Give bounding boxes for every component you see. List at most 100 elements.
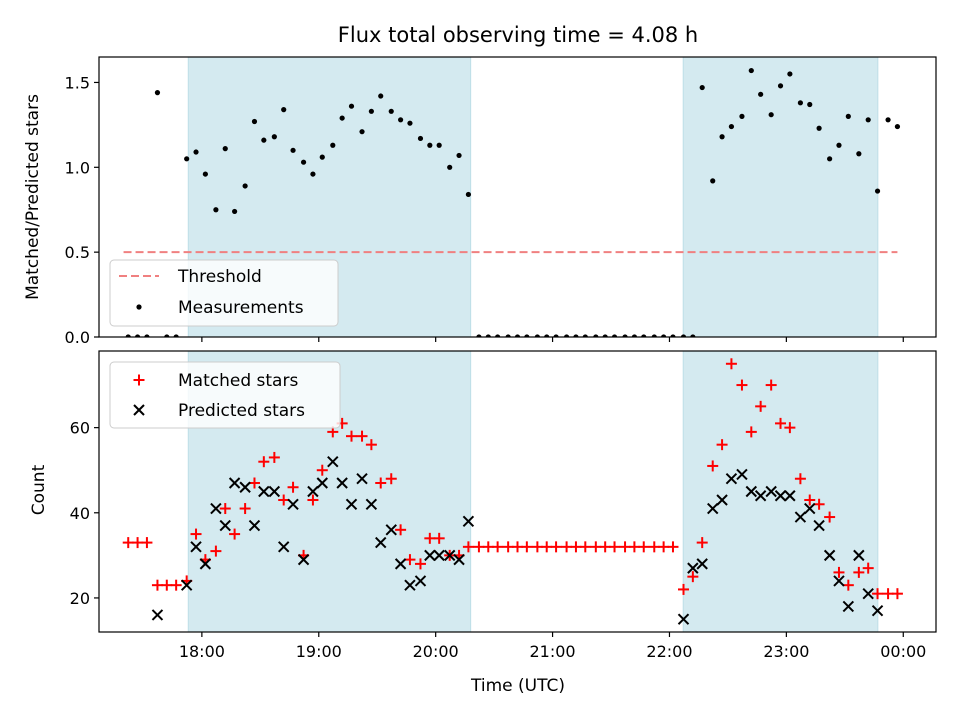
data-point-x <box>375 536 387 549</box>
legend-ratio: Threshold Measurements <box>109 259 339 327</box>
data-point-plus <box>882 588 894 600</box>
data-point-x <box>862 587 874 600</box>
data-point-plus <box>433 532 445 544</box>
data-point-x-stroke <box>336 477 348 489</box>
data-point-x <box>696 558 708 570</box>
data-point-plus <box>239 503 251 515</box>
series-plus-count <box>122 358 903 600</box>
data-point-plus <box>395 524 407 536</box>
data-point-x <box>365 498 378 510</box>
data-point-plus <box>599 541 611 553</box>
data-point-dot <box>758 91 764 97</box>
data-point-plus <box>346 430 358 442</box>
data-point-dot <box>339 115 345 121</box>
data-point-dot <box>885 117 891 123</box>
data-point-plus <box>707 460 719 472</box>
data-point-dot <box>184 156 190 162</box>
data-point-dot <box>593 334 599 337</box>
data-point-x-stroke <box>716 494 728 506</box>
data-point-x <box>716 494 728 506</box>
data-point-plus <box>561 541 573 553</box>
data-point-dot <box>573 334 579 337</box>
data-point-plus <box>648 541 660 553</box>
data-point-x-stroke <box>375 536 387 549</box>
data-point-x-stroke <box>365 498 378 510</box>
data-point-plus <box>141 537 153 549</box>
data-point-plus <box>287 481 299 493</box>
data-point-x-stroke <box>297 553 310 566</box>
data-point-dot <box>281 107 287 113</box>
data-point-x-stroke <box>414 575 427 587</box>
data-point-x <box>784 490 796 502</box>
data-point-plus <box>765 379 777 391</box>
data-point-dot <box>261 137 267 143</box>
data-point-plus <box>385 473 397 485</box>
data-point-plus <box>696 537 708 549</box>
data-point-plus <box>677 583 689 595</box>
data-point-x-stroke <box>687 562 699 574</box>
data-point-x-stroke <box>774 490 787 502</box>
data-point-x-stroke <box>433 549 445 562</box>
data-point-plus <box>775 417 787 429</box>
data-point-plus <box>891 588 903 600</box>
data-point-dot <box>427 142 433 148</box>
data-point-dot <box>544 334 550 337</box>
data-point-x-stroke <box>248 519 261 532</box>
data-point-plus <box>667 541 679 553</box>
legend-matched-swatch <box>133 374 145 386</box>
data-point-dot <box>398 117 404 123</box>
axes-frame-count <box>98 350 937 633</box>
data-point-x <box>433 549 445 562</box>
data-point-dot <box>251 118 258 125</box>
data-point-x-stroke <box>696 558 708 570</box>
data-point-x-stroke <box>736 468 748 481</box>
data-point-dot <box>680 334 687 337</box>
data-point-x <box>190 541 202 553</box>
data-point-x-stroke <box>199 558 212 570</box>
data-point-plus <box>258 456 270 468</box>
data-point-dot <box>845 113 851 119</box>
data-point-x-stroke <box>424 549 436 562</box>
data-point-dot <box>465 191 472 198</box>
data-point-dot <box>874 188 881 194</box>
data-point-x-stroke <box>327 455 339 468</box>
data-point-plus <box>151 579 163 591</box>
data-point-dot <box>534 334 540 337</box>
y-tick-label-ratio: 1.0 <box>65 158 90 177</box>
data-point-x <box>842 600 855 613</box>
axes-frame-ratio <box>98 56 937 338</box>
y-tick-label-count: 60 <box>70 419 90 438</box>
x-tick-label: 18:00 <box>179 642 225 661</box>
legend-measurements-swatch <box>136 304 142 310</box>
x-tick-label: 23:00 <box>763 642 809 661</box>
data-point-x-stroke <box>745 485 758 498</box>
data-point-dot <box>193 149 199 155</box>
data-point-dot <box>125 334 131 337</box>
data-point-x <box>853 549 865 562</box>
data-point-x <box>219 519 231 532</box>
data-point-x-stroke <box>287 498 299 510</box>
data-point-dot <box>456 152 462 159</box>
data-point-dot <box>476 334 482 337</box>
data-point-dot <box>202 171 208 177</box>
data-point-dot <box>690 334 696 337</box>
data-point-x <box>754 490 767 502</box>
observing-window-2 <box>682 350 879 633</box>
data-point-x <box>239 481 251 493</box>
data-point-x <box>327 455 339 468</box>
data-point-plus <box>804 494 816 506</box>
data-point-x-stroke <box>268 485 281 498</box>
data-point-plus <box>521 541 533 553</box>
data-point-dot <box>563 334 570 337</box>
data-point-plus <box>375 477 387 489</box>
data-point-plus <box>482 541 494 553</box>
data-point-dot <box>164 334 170 337</box>
data-point-dot <box>739 113 745 119</box>
data-point-plus <box>473 541 485 553</box>
legend-measurements-label: Measurements <box>178 298 304 318</box>
data-point-x <box>462 515 475 528</box>
data-point-x-stroke <box>316 477 328 489</box>
data-point-dot <box>602 334 608 337</box>
data-point-dot <box>310 171 316 177</box>
data-point-x <box>307 485 319 498</box>
